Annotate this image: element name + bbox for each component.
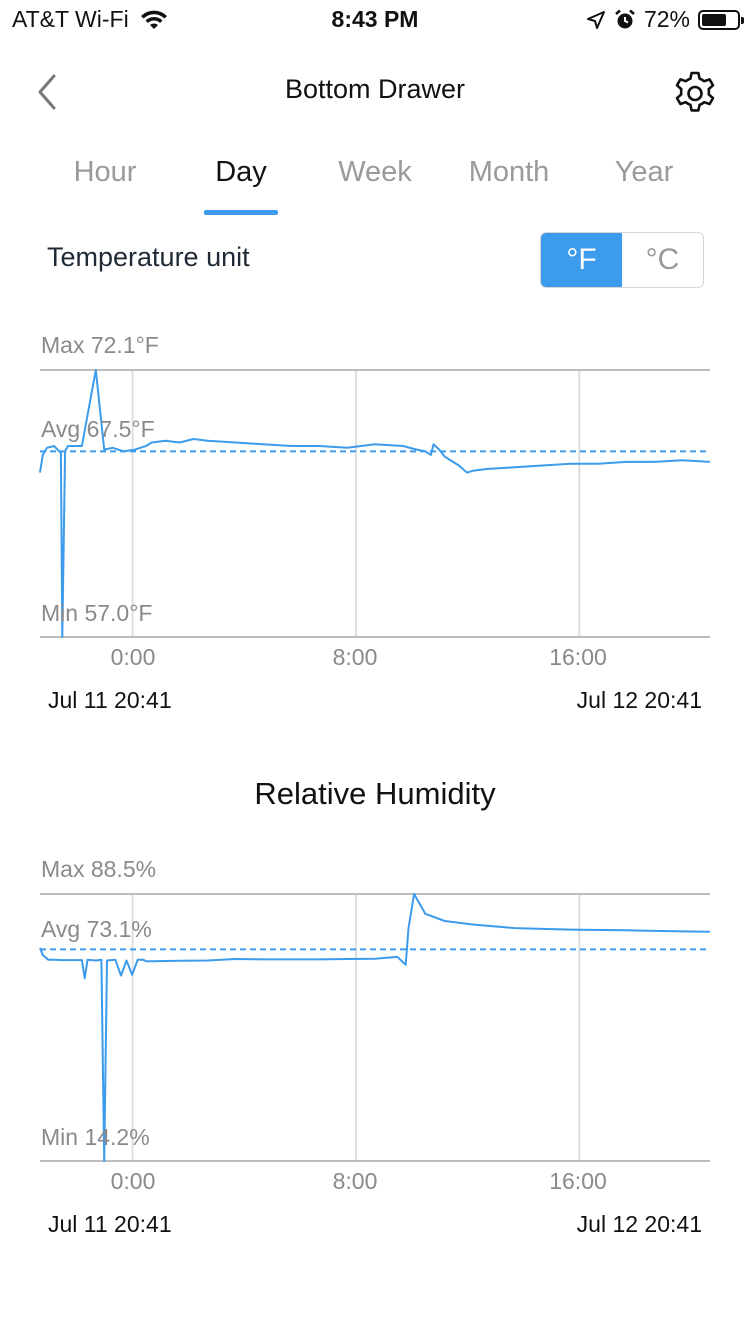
humidity-series-line (39, 893, 711, 1162)
unit-celsius-button[interactable]: °C (645, 243, 680, 276)
temperature-unit-label: Temperature unit (47, 242, 250, 272)
humidity-end-date: Jul 12 20:41 (576, 1211, 702, 1237)
temperature-chart: Max 72.1°F Avg 67.5°F Min 57.0°F 0:00 8:… (0, 330, 750, 713)
temperature-start-date: Jul 11 20:41 (48, 687, 172, 713)
tab-day[interactable]: Day (215, 156, 267, 188)
temperature-x-tick: 16:00 (549, 644, 607, 670)
temperature-end-date: Jul 12 20:41 (576, 687, 702, 713)
battery-tip (741, 16, 744, 24)
wifi-icon (140, 10, 167, 29)
humidity-x-tick: 16:00 (549, 1168, 607, 1194)
humidity-min-label: Min 14.2% (41, 1124, 150, 1150)
chevron-left-icon (38, 74, 56, 110)
humidity-x-tick: 8:00 (332, 1168, 378, 1194)
battery-icon (698, 9, 744, 30)
active-tab-indicator (204, 210, 278, 215)
tab-year[interactable]: Year (614, 156, 674, 188)
status-time: 8:43 PM (331, 6, 419, 32)
battery-fill (702, 13, 727, 26)
temperature-avg-label: Avg 67.5°F (41, 416, 155, 442)
temperature-x-tick: 0:00 (110, 644, 156, 670)
page-title: Bottom Drawer (284, 74, 466, 104)
unit-fahrenheit-button[interactable]: °F (541, 233, 622, 287)
humidity-start-date: Jul 11 20:41 (48, 1211, 172, 1237)
location-icon (586, 10, 605, 29)
humidity-chart: Max 88.5% Avg 73.1% Min 14.2% 0:00 8:00 … (0, 854, 750, 1237)
humidity-chart-plot (39, 893, 711, 1162)
humidity-x-tick: 0:00 (110, 1168, 156, 1194)
humidity-section-title: Relative Humidity (254, 776, 496, 811)
temperature-min-label: Min 57.0°F (41, 600, 153, 626)
status-bar: AT&T Wi-Fi 8:43 PM 72% (0, 0, 750, 40)
tab-month[interactable]: Month (468, 156, 550, 188)
temperature-chart-plot (39, 369, 711, 638)
range-tabs: Hour Day Week Month Year (0, 150, 750, 220)
status-right: 72% (578, 6, 744, 33)
temperature-unit-toggle: °F °C (540, 232, 704, 288)
temperature-series-line (39, 369, 711, 638)
tab-hour[interactable]: Hour (73, 156, 137, 188)
back-button[interactable] (30, 72, 64, 112)
gear-icon (675, 71, 715, 112)
humidity-avg-label: Avg 73.1% (41, 916, 152, 942)
carrier-label: AT&T Wi-Fi (12, 6, 129, 32)
temperature-x-tick: 8:00 (332, 644, 378, 670)
temperature-max-label: Max 72.1°F (41, 332, 159, 358)
nav-bar: Bottom Drawer (0, 60, 750, 122)
temperature-unit-row: Temperature unit °F °C (0, 232, 750, 288)
tab-week[interactable]: Week (338, 156, 412, 188)
settings-button[interactable] (670, 68, 720, 118)
alarm-icon (615, 9, 635, 28)
battery-percent: 72% (643, 6, 690, 32)
humidity-max-label: Max 88.5% (41, 856, 157, 882)
status-left: AT&T Wi-Fi (12, 6, 169, 33)
